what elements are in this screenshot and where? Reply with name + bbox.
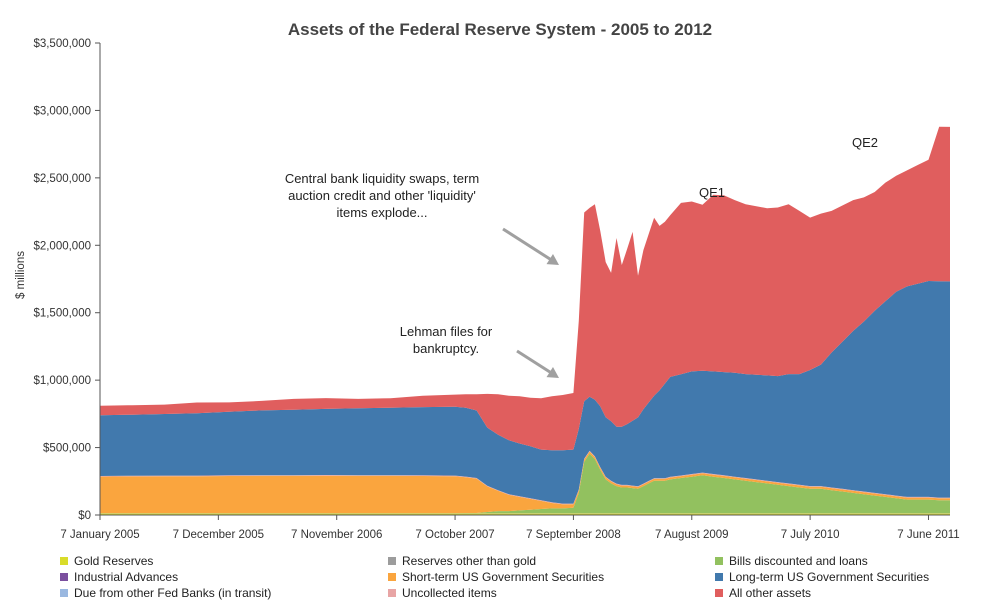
legend-item: Uncollected items — [388, 586, 497, 600]
legend-swatch — [715, 556, 723, 565]
legend-item: Gold Reserves — [60, 554, 153, 568]
legend-label: All other assets — [729, 586, 812, 600]
series-area-5 — [100, 451, 950, 514]
y-tick-label: $3,000,000 — [33, 105, 91, 117]
x-tick-label: 7 December 2005 — [173, 529, 264, 541]
legend-swatch — [388, 572, 396, 581]
annotation-qe1-line: QE1 — [699, 185, 725, 200]
y-tick-label: $2,000,000 — [33, 240, 91, 252]
x-tick-label: 7 November 2006 — [291, 529, 382, 541]
series-area-8 — [100, 126, 950, 451]
annotation-qe2-line: QE2 — [852, 135, 878, 150]
x-tick-label: 7 August 2009 — [655, 529, 729, 541]
annotations-group: Central bank liquidity swaps, term auctio… — [285, 135, 878, 378]
legend-swatch — [388, 588, 396, 597]
legend-item: Bills discounted and loans — [715, 554, 868, 568]
annotation-liquidity-line: Central bank liquidity swaps, term — [285, 171, 479, 186]
annotation-liquidity-line: auction credit and other 'liquidity' — [288, 188, 476, 203]
legend-item: Long-term US Government Securities — [715, 570, 929, 584]
legend-label: Bills discounted and loans — [729, 554, 868, 568]
y-tick-label: $1,500,000 — [33, 308, 91, 320]
arrow-liquidity-icon — [502, 227, 559, 265]
y-tick-label: $0 — [78, 510, 91, 522]
y-tick-label: $2,500,000 — [33, 173, 91, 185]
legend-item: Industrial Advances — [60, 570, 178, 584]
y-tick-label: $1,000,000 — [33, 375, 91, 387]
annotation-liquidity-line: items explode... — [336, 205, 427, 220]
y-axis-label: $ millions — [15, 251, 27, 299]
legend-item: Short-term US Government Securities — [388, 570, 604, 584]
legend-item: Due from other Fed Banks (in transit) — [60, 586, 271, 600]
x-tick-label: 7 January 2005 — [60, 529, 139, 541]
legend-label: Uncollected items — [402, 586, 497, 600]
x-tick-label: 7 July 2010 — [781, 529, 840, 541]
area-series-group — [100, 126, 950, 515]
legend-label: Gold Reserves — [74, 554, 154, 568]
legend-label: Reserves other than gold — [402, 554, 537, 568]
axes-group: $0 $500,000 $1,000,000 $1,500,000 $2,000,000… — [33, 38, 959, 541]
x-tick-label: 7 September 2008 — [526, 529, 621, 541]
series-area-7 — [100, 281, 950, 504]
legend-swatch — [715, 588, 723, 597]
legend-swatch — [60, 588, 68, 597]
x-tick-label: 7 June 2011 — [897, 529, 959, 541]
legend-item: Reserves other than gold — [388, 554, 536, 568]
x-tick-label: 7 October 2007 — [415, 529, 494, 541]
legend-item: All other assets — [715, 586, 811, 600]
legend-label: Industrial Advances — [74, 570, 179, 584]
legend-swatch — [60, 572, 68, 581]
y-tick-label: $500,000 — [43, 443, 91, 455]
annotation-lehman-line: Lehman files for — [400, 324, 493, 339]
annotation-lehman-line: bankruptcy. — [413, 341, 479, 356]
arrow-lehman-icon — [516, 349, 559, 378]
legend-label: Due from other Fed Banks (in transit) — [74, 586, 272, 600]
legend-swatch — [60, 556, 68, 565]
y-tick-label: $3,500,000 — [33, 38, 91, 50]
series-area-4 — [100, 453, 950, 514]
legend-swatch — [388, 556, 396, 565]
legend-swatch — [715, 572, 723, 581]
chart-title: Assets of the Federal Reserve System - 2… — [288, 20, 712, 39]
legend-label: Long-term US Government Securities — [729, 570, 930, 584]
legend-label: Short-term US Government Securities — [402, 570, 605, 584]
